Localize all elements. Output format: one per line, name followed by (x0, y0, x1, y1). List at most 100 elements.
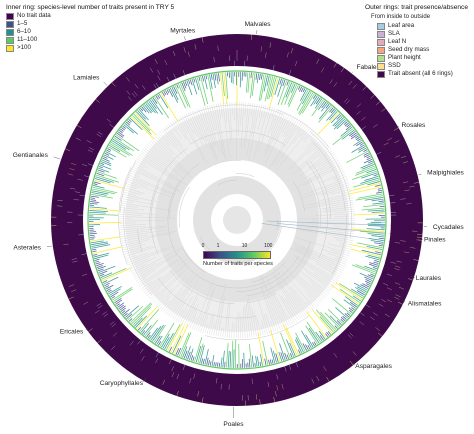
trait-presence-tick (348, 80, 353, 86)
trait-bar (198, 76, 201, 81)
trait-bar (161, 333, 170, 348)
trait-bar (102, 157, 110, 162)
trait-bar (346, 150, 369, 163)
tree-branch (143, 257, 189, 293)
trait-bar (363, 204, 385, 208)
trait-bar (348, 186, 382, 195)
tree-branches (118, 102, 391, 341)
trait-bar (375, 251, 382, 254)
tree-branch (323, 180, 349, 190)
tree-branch (179, 310, 187, 324)
tree-branch (172, 121, 178, 130)
trait-presence-tick (216, 378, 218, 384)
trait-presence-tick (398, 286, 405, 290)
trait-bar (171, 86, 179, 101)
trait-bar (135, 111, 150, 127)
tree-branch (162, 275, 193, 312)
tree-branch (146, 143, 173, 166)
tree-branch (296, 122, 304, 133)
trait-bar (350, 133, 358, 140)
trait-bar (336, 114, 342, 120)
trait-bar (96, 172, 105, 177)
tree-branch (270, 320, 275, 333)
trait-presence-tick (112, 332, 118, 337)
trait-bar (168, 346, 173, 352)
trait-presence-tick (134, 83, 139, 89)
trait-bar (315, 97, 321, 105)
trait-presence-tick (69, 168, 75, 171)
tree-branch (127, 247, 166, 264)
tree-branch (166, 125, 184, 148)
trait-presence-tick (349, 360, 354, 366)
tree-branch (229, 102, 233, 141)
tree-arc (217, 179, 237, 186)
trait-bar (357, 242, 383, 249)
trait-bar (111, 140, 127, 150)
trait-bar (89, 208, 120, 212)
legend-swatch (6, 44, 14, 52)
tree-branch (339, 244, 352, 248)
trait-bar (96, 265, 103, 268)
trait-bar (299, 92, 314, 116)
tree-branch (318, 193, 353, 202)
tree-branch (261, 275, 285, 329)
trait-presence-tick (213, 56, 215, 63)
trait-presence-tick (79, 194, 85, 197)
trait-bar (204, 348, 209, 365)
trait-presence-tick (394, 140, 400, 144)
legend-label: Seed dry mass (388, 46, 430, 53)
trait-bar (294, 339, 303, 354)
trait-bar (305, 334, 314, 348)
trait-bar (378, 200, 384, 203)
trait-bar (185, 346, 191, 360)
tree-arc (292, 180, 305, 212)
order-label: Pinales (424, 237, 446, 244)
trait-bar (308, 327, 320, 344)
trait-bar (220, 357, 223, 368)
tree-branch (213, 104, 225, 159)
trait-presence-tick (389, 194, 395, 197)
tree-arc (305, 161, 328, 259)
tree-branch (128, 258, 148, 268)
inner-ring-trait-bars (84, 67, 390, 373)
trait-bar (286, 354, 289, 359)
colorbar-title: Number of traits per species (203, 261, 273, 267)
trait-bar (226, 343, 229, 368)
tree-branch (137, 277, 147, 284)
trait-bar (148, 100, 159, 114)
trait-bar (203, 75, 208, 90)
trait-presence-tick (381, 108, 386, 112)
tree-branch (297, 143, 327, 169)
tree-branch (322, 249, 349, 259)
trait-bar (351, 248, 381, 257)
trait-bar (124, 312, 128, 317)
trait-bar (277, 80, 288, 105)
trait-presence-tick (157, 75, 161, 81)
trait-presence-tick (400, 198, 406, 200)
trait-bar (147, 334, 151, 339)
trait-presence-tick (87, 149, 93, 153)
trait-bar (166, 89, 170, 94)
tree-branch (119, 211, 157, 215)
order-leader-line (417, 238, 423, 240)
legend-swatch (6, 12, 14, 20)
tree-branch (166, 275, 196, 315)
tree-branch (120, 202, 173, 211)
trait-bar (358, 146, 366, 151)
trait-bar (154, 335, 161, 344)
tree-branch (132, 164, 173, 186)
tree-branch (276, 281, 301, 320)
tree-branch (119, 207, 145, 211)
tree-branch (257, 105, 265, 131)
tree-branch (122, 244, 146, 251)
trait-bar (260, 74, 263, 80)
tree-branch (260, 287, 277, 332)
trait-presence-tick (75, 137, 81, 141)
trait-bar (278, 351, 283, 362)
trait-bar (266, 76, 274, 100)
trait-bar (355, 264, 376, 273)
trait-bar (108, 146, 127, 158)
legend-swatch (377, 54, 385, 62)
tree-branch (275, 123, 306, 166)
trait-bar (177, 347, 182, 356)
